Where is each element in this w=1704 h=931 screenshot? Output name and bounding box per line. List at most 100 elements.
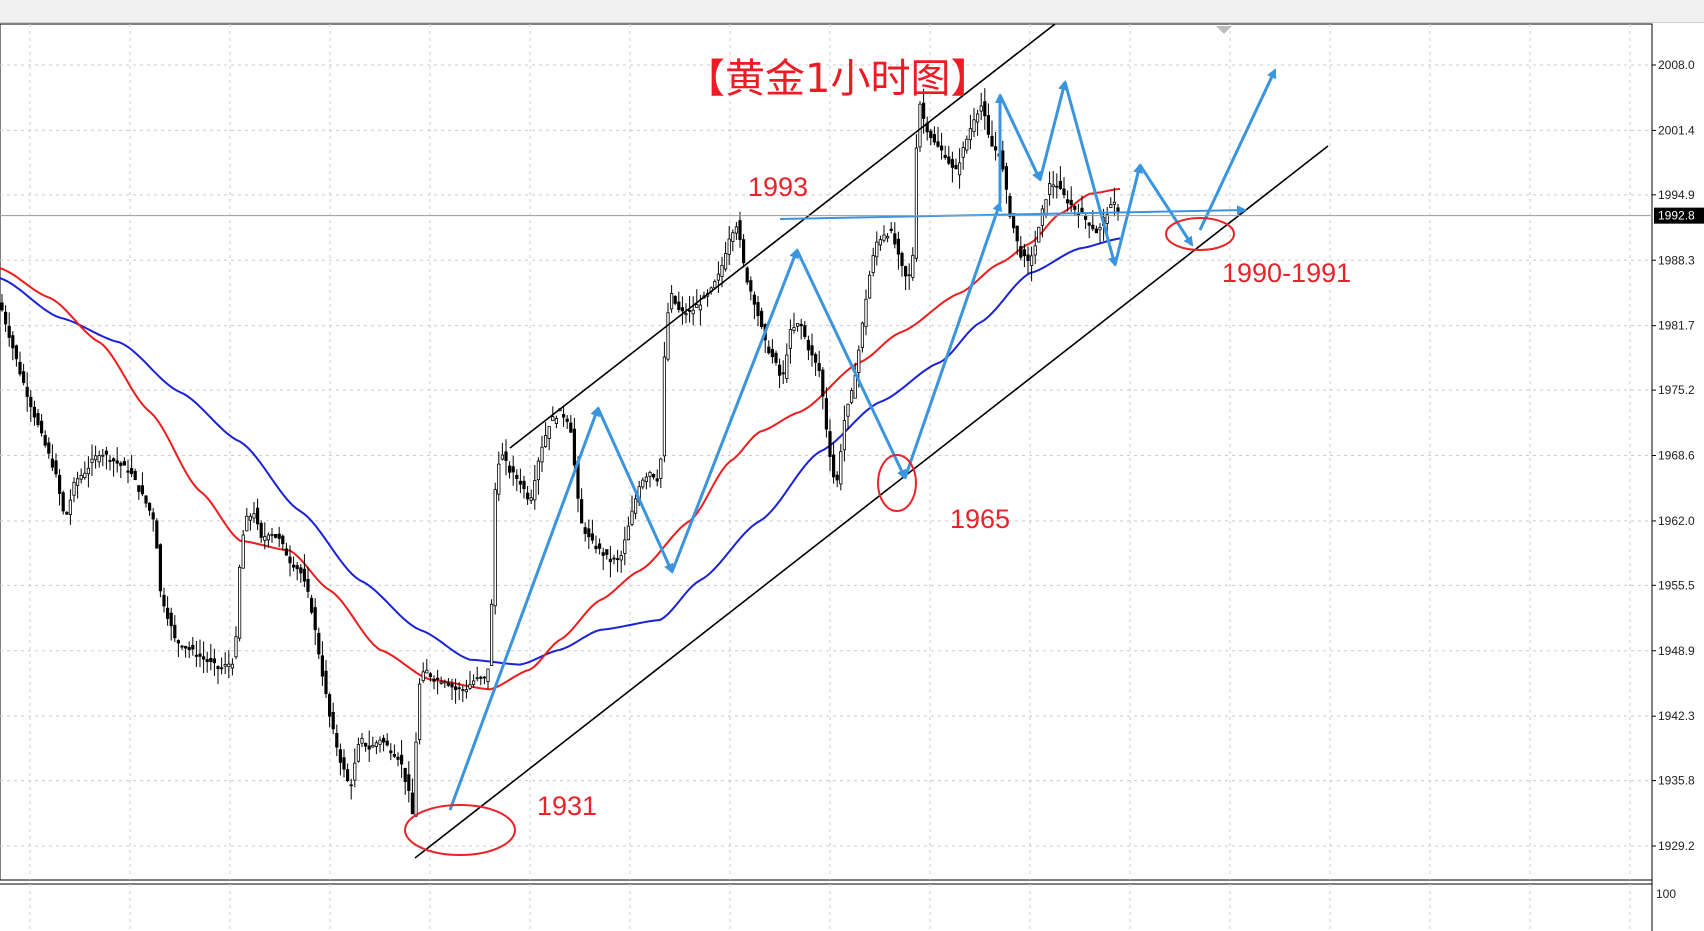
candle xyxy=(216,665,220,685)
candle xyxy=(1033,230,1037,265)
candle xyxy=(299,564,303,583)
candle xyxy=(335,724,339,757)
candle xyxy=(871,247,875,277)
candle xyxy=(14,344,18,367)
y-tick-label: 1929.2 xyxy=(1658,839,1695,853)
candle xyxy=(940,132,944,160)
candle xyxy=(684,303,688,324)
candle xyxy=(882,225,886,243)
candle xyxy=(317,627,321,660)
candle xyxy=(529,489,533,505)
candle xyxy=(489,599,494,666)
candle xyxy=(381,734,386,752)
candle xyxy=(209,643,213,671)
candle xyxy=(180,644,184,651)
candle xyxy=(425,658,429,674)
candle xyxy=(356,737,361,763)
sub-panel-label: 100 xyxy=(1656,887,1676,901)
candle xyxy=(94,445,98,469)
candle xyxy=(410,778,415,815)
y-tick-label: 2001.4 xyxy=(1658,123,1695,137)
candle xyxy=(994,131,998,161)
candle xyxy=(954,158,958,170)
candle xyxy=(446,677,451,687)
plot-area xyxy=(0,23,1653,881)
candle xyxy=(695,289,699,309)
candle xyxy=(605,549,609,560)
candle xyxy=(86,456,90,488)
candle xyxy=(36,408,40,428)
candle xyxy=(742,234,746,268)
candle xyxy=(612,554,616,565)
candle xyxy=(835,471,839,488)
candle xyxy=(40,414,44,437)
circle-1965 xyxy=(877,454,917,512)
candle xyxy=(83,461,87,480)
wave-arrow-down-5 xyxy=(1138,164,1194,247)
candle xyxy=(104,446,108,470)
candle xyxy=(641,477,645,490)
candle xyxy=(572,417,577,477)
candle xyxy=(727,226,731,266)
candle xyxy=(32,400,37,426)
annotation-1931: 1931 xyxy=(537,791,597,821)
candle xyxy=(536,457,541,495)
candle xyxy=(781,360,785,385)
candle xyxy=(601,547,605,571)
candle xyxy=(623,526,627,566)
candle xyxy=(1001,140,1005,173)
candle xyxy=(119,461,123,479)
candle xyxy=(785,343,789,383)
candle xyxy=(255,498,260,531)
candle xyxy=(544,422,548,449)
candle xyxy=(140,472,144,497)
candle xyxy=(97,450,101,468)
candle xyxy=(918,101,922,153)
y-tick-label: 1988.3 xyxy=(1658,253,1695,267)
candle xyxy=(943,145,947,160)
channel-lower-line xyxy=(414,145,1329,859)
candle xyxy=(277,526,281,548)
candle xyxy=(112,457,116,477)
wave-arrow-up-2 xyxy=(670,248,799,573)
candle xyxy=(1062,177,1066,199)
candle xyxy=(464,679,469,699)
y-tick-label: 1981.7 xyxy=(1658,319,1695,333)
y-tick-label: 1948.9 xyxy=(1658,644,1695,658)
candle xyxy=(18,351,22,377)
wave-arrow-up-4 xyxy=(1038,80,1068,181)
candle xyxy=(475,666,479,682)
candle xyxy=(1030,246,1034,282)
candle xyxy=(47,437,51,459)
candle xyxy=(126,459,130,484)
candle xyxy=(497,451,501,501)
candle xyxy=(979,92,983,121)
candle xyxy=(1066,190,1070,212)
candle xyxy=(162,587,166,613)
candle xyxy=(518,468,523,494)
candle xyxy=(652,473,656,480)
candle xyxy=(626,516,631,541)
candle xyxy=(108,454,112,471)
candle xyxy=(839,443,843,491)
candle xyxy=(407,761,411,803)
candle xyxy=(889,222,893,234)
candle xyxy=(245,508,249,532)
candle xyxy=(345,763,350,783)
candle xyxy=(1019,235,1023,261)
y-tick-label: 1955.5 xyxy=(1658,578,1695,592)
candle xyxy=(90,444,94,477)
circle-1931 xyxy=(404,804,516,856)
candle xyxy=(1094,225,1098,234)
candle xyxy=(666,302,670,362)
candle xyxy=(608,546,613,578)
candle xyxy=(0,294,4,312)
candle xyxy=(241,530,245,569)
candle xyxy=(129,454,134,478)
candle xyxy=(900,251,904,277)
candle xyxy=(198,639,202,668)
current-price-label: 1992.8 xyxy=(1658,209,1695,223)
candle xyxy=(691,296,695,326)
candle xyxy=(904,265,908,291)
candle xyxy=(230,658,234,676)
